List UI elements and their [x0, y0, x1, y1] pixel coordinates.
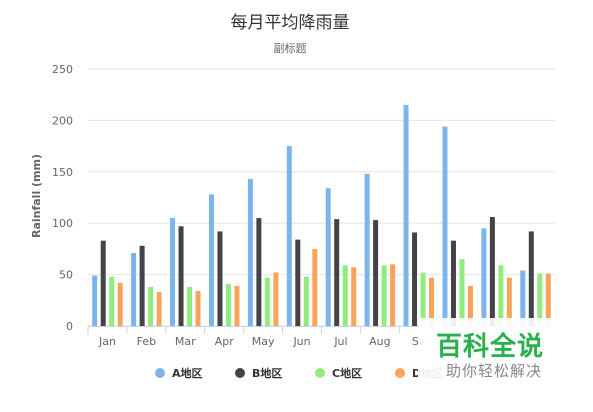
- bar-sep-series-4: [429, 277, 435, 326]
- bar-sep-series-1: [403, 104, 409, 326]
- x-tick-label: Aug: [369, 335, 390, 348]
- bar-may-series-2: [256, 218, 262, 326]
- legend-marker-4: [395, 368, 405, 378]
- x-tick-label: Apr: [215, 335, 235, 348]
- legend-label-3: C地区: [332, 366, 362, 380]
- bar-mar-series-4: [195, 291, 201, 326]
- bar-dec-series-4: [545, 273, 551, 326]
- x-tick-label: Mar: [175, 335, 196, 348]
- bar-nov-series-3: [498, 265, 504, 326]
- bar-nov-series-1: [481, 228, 487, 326]
- bar-dec-series-3: [537, 273, 543, 326]
- y-axis-label: Rainfall (mm): [30, 154, 43, 238]
- x-axis-ticks: JanFebMarAprMayJunJulAugSe: [87, 326, 556, 348]
- bar-feb-series-3: [148, 286, 154, 326]
- x-tick-label: May: [252, 335, 275, 348]
- y-tick-label: 100: [52, 217, 73, 230]
- bar-nov-series-4: [506, 277, 512, 326]
- bar-dec-series-2: [528, 231, 534, 326]
- watermark: 百科全说 助你轻松解决: [418, 318, 578, 390]
- legend-label-2: B地区: [252, 366, 282, 380]
- bar-jul-series-3: [342, 265, 348, 326]
- x-tick-label: Jan: [98, 335, 116, 348]
- bar-aug-series-3: [381, 265, 387, 326]
- bar-jan-series-2: [100, 240, 106, 326]
- bar-jun-series-2: [295, 239, 301, 326]
- bar-oct-series-4: [467, 285, 473, 326]
- bar-jan-series-4: [117, 282, 123, 326]
- bar-apr-series-3: [225, 283, 231, 326]
- bar-oct-series-1: [442, 126, 448, 327]
- bar-feb-series-1: [131, 253, 137, 326]
- bar-jun-series-1: [286, 146, 292, 326]
- bar-jun-series-4: [312, 248, 318, 326]
- bar-feb-series-2: [139, 245, 145, 326]
- bar-dec-series-1: [520, 270, 526, 326]
- watermark-main-text: 百科全说: [436, 332, 545, 362]
- bar-apr-series-4: [234, 285, 240, 326]
- y-tick-label: 0: [66, 320, 73, 333]
- legend-label-1: A地区: [172, 366, 203, 380]
- bars: [92, 104, 551, 327]
- bar-feb-series-4: [156, 292, 162, 326]
- bar-mar-series-1: [170, 218, 176, 326]
- y-tick-label: 200: [52, 114, 73, 127]
- legend-marker-3: [315, 368, 325, 378]
- bar-aug-series-2: [373, 220, 379, 326]
- bar-mar-series-2: [178, 226, 184, 326]
- bar-oct-series-2: [450, 240, 456, 326]
- bar-nov-series-2: [489, 217, 495, 326]
- bar-apr-series-1: [208, 194, 214, 326]
- bar-apr-series-2: [217, 231, 223, 326]
- bar-oct-series-3: [459, 259, 465, 326]
- bar-jan-series-1: [92, 275, 98, 326]
- bar-jul-series-4: [351, 267, 357, 326]
- bar-sep-series-2: [412, 232, 418, 326]
- y-tick-label: 150: [52, 166, 73, 179]
- y-tick-label: 50: [59, 269, 73, 282]
- legend: A地区B地区C地区D地区: [155, 366, 443, 380]
- x-tick-label: Feb: [137, 335, 156, 348]
- bar-may-series-4: [273, 272, 279, 326]
- bar-may-series-1: [247, 178, 253, 326]
- bar-sep-series-3: [420, 272, 426, 326]
- chart-title: 每月平均降雨量: [231, 13, 350, 33]
- y-axis-ticks: 0 50 100 150 200 250: [52, 63, 73, 333]
- bar-jul-series-1: [325, 188, 331, 326]
- legend-marker-1: [155, 368, 165, 378]
- chart-subtitle: 副标题: [274, 41, 307, 55]
- bar-may-series-3: [264, 277, 270, 326]
- bar-jun-series-3: [303, 276, 309, 326]
- bar-jul-series-2: [334, 219, 340, 326]
- bar-aug-series-1: [364, 173, 370, 326]
- legend-marker-2: [235, 368, 245, 378]
- x-tick-label: Jun: [292, 335, 310, 348]
- bar-aug-series-4: [390, 264, 396, 326]
- x-tick-label: Jul: [333, 335, 347, 348]
- bar-jan-series-3: [109, 276, 115, 326]
- y-tick-label: 250: [52, 63, 73, 76]
- watermark-sub-text: 助你轻松解决: [446, 362, 543, 380]
- bar-mar-series-3: [187, 286, 193, 326]
